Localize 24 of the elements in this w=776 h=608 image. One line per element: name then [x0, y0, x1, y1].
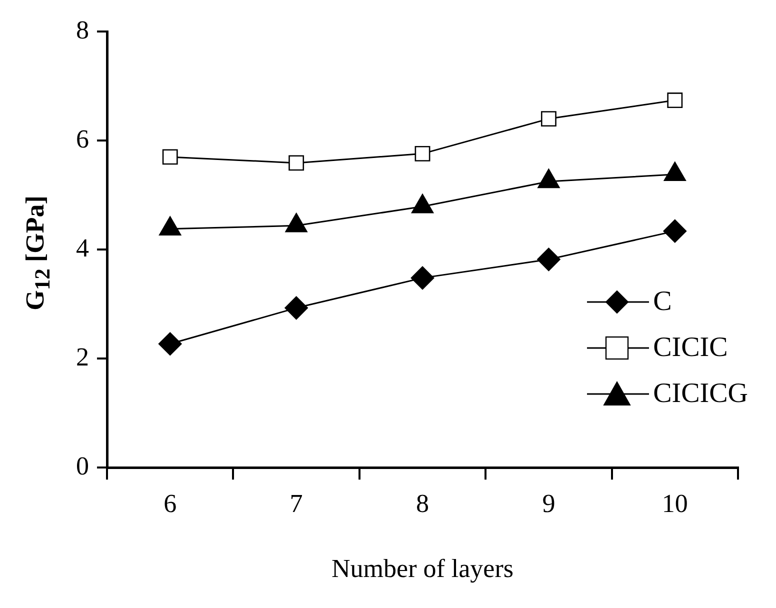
x-tick-label: 9 — [542, 489, 556, 518]
x-axis-title: Number of layers — [332, 554, 514, 584]
point — [540, 111, 556, 127]
y-tick-label: 0 — [76, 451, 89, 480]
point — [288, 155, 304, 171]
point — [410, 266, 434, 290]
x-tick-label: 7 — [290, 489, 303, 518]
point — [537, 248, 560, 272]
x-tick-label: 10 — [662, 489, 688, 518]
x-tick-label: 6 — [164, 489, 177, 518]
y-tick-label: 8 — [76, 15, 89, 44]
legend-label: C — [653, 286, 672, 318]
x-tick-label: 8 — [416, 489, 429, 518]
y-tick-label: 2 — [76, 342, 89, 372]
point — [162, 149, 178, 165]
point — [414, 146, 430, 162]
point — [284, 296, 308, 320]
point — [663, 219, 687, 243]
point — [158, 332, 182, 356]
y-tick-label: 6 — [76, 124, 89, 154]
point — [667, 92, 683, 108]
legend-label: CICIC — [653, 332, 728, 364]
y-tick-label: 4 — [76, 233, 89, 262]
legend-label: CICICG — [653, 378, 748, 410]
